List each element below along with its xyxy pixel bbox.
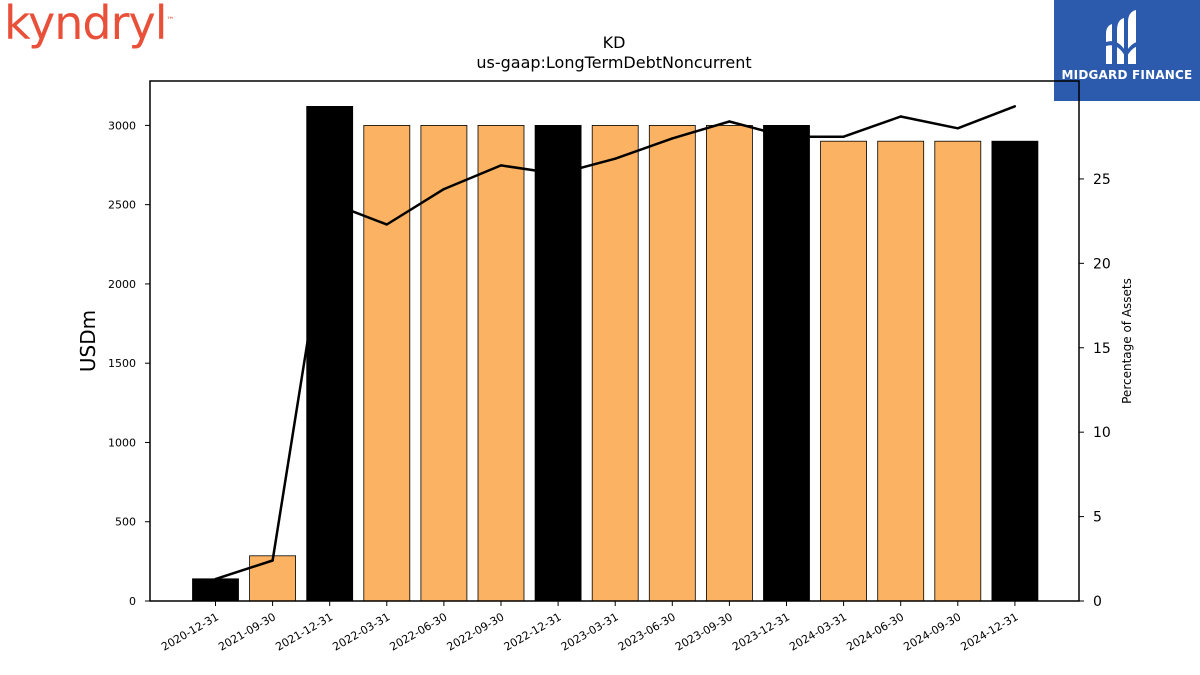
- bar: [820, 140, 867, 602]
- kyndryl-logo: kyndryl™: [4, 0, 175, 50]
- bar: [706, 125, 753, 602]
- line-point: [385, 223, 388, 226]
- y-tick-label: 500: [115, 516, 136, 529]
- left-axis: 0 500 1000 1500 2000 2500 3000: [108, 119, 150, 608]
- bar: [934, 140, 982, 602]
- x-tick-label: 2023-06-30: [616, 610, 678, 653]
- midgard-finance-wordmark: MIDGARD FINANCE: [1061, 68, 1193, 82]
- bar: [534, 125, 582, 602]
- y-tick-label: 2500: [108, 199, 136, 212]
- y-tick-label: 1500: [108, 357, 136, 370]
- x-tick-label: 2022-03-31: [330, 610, 392, 653]
- bar: [763, 125, 810, 602]
- x-tick-label: 2024-12-31: [959, 610, 1021, 653]
- bar: [648, 125, 696, 602]
- chart-title: KD: [603, 33, 626, 52]
- line-point: [728, 120, 731, 123]
- y-tick-label: 3000: [108, 119, 136, 132]
- line-point: [1013, 105, 1017, 108]
- right-axis: 0 5 10 15 20 25: [1079, 172, 1111, 610]
- line-series: [214, 105, 1017, 581]
- midgard-mark-icon: [1106, 10, 1148, 64]
- line-point: [499, 164, 503, 167]
- line-point: [956, 127, 959, 130]
- line-point: [442, 187, 446, 191]
- y2-tick-label: 20: [1093, 256, 1111, 272]
- x-axis: 2020-12-312021-09-302021-12-312022-03-31…: [159, 601, 1020, 654]
- bar: [877, 140, 925, 602]
- line-point: [614, 157, 617, 160]
- x-tick-label: 2023-09-30: [673, 610, 735, 653]
- x-tick-label: 2021-12-31: [273, 610, 335, 653]
- x-tick-label: 2022-09-30: [445, 610, 507, 653]
- y-tick-label: 0: [129, 595, 136, 608]
- x-tick-label: 2022-12-31: [502, 610, 564, 653]
- bar: [991, 140, 1039, 602]
- y2-tick-label: 15: [1093, 341, 1111, 357]
- x-tick-label: 2024-09-30: [901, 610, 963, 653]
- bar: [420, 125, 468, 602]
- line-point: [899, 115, 902, 118]
- x-tick-label: 2020-12-31: [159, 610, 221, 653]
- line-point: [785, 135, 788, 138]
- bar: [192, 578, 239, 602]
- y2-tick-label: 25: [1093, 172, 1111, 188]
- line-point: [328, 201, 331, 204]
- y-tick-label: 1000: [108, 436, 136, 449]
- bar: [363, 125, 411, 602]
- y2-axis-label: Percentage of Assets: [1120, 278, 1134, 404]
- plot-frame: [149, 80, 1080, 602]
- x-tick-label: 2022-06-30: [388, 610, 450, 653]
- x-tick-label: 2023-03-31: [559, 610, 621, 653]
- line-point: [842, 135, 845, 138]
- bar: [477, 125, 525, 602]
- y2-tick-label: 10: [1093, 425, 1111, 441]
- y2-tick-label: 0: [1093, 594, 1102, 610]
- line-point: [671, 137, 674, 140]
- y-tick-label: 2000: [108, 278, 136, 291]
- bar: [306, 106, 354, 602]
- x-tick-label: 2024-03-31: [787, 610, 849, 653]
- line-point: [214, 577, 217, 581]
- bar: [249, 555, 297, 602]
- line-point: [556, 172, 560, 176]
- y2-tick-label: 5: [1093, 510, 1102, 526]
- bar: [591, 125, 639, 602]
- y-axis-label: USDm: [76, 310, 100, 372]
- x-tick-label: 2023-12-31: [730, 610, 792, 653]
- x-tick-label: 2024-06-30: [844, 610, 906, 653]
- x-tick-label: 2021-09-30: [216, 610, 278, 653]
- chart-subtitle: us-gaap:LongTermDebtNoncurrent: [476, 53, 751, 72]
- line-point: [271, 559, 274, 562]
- bar-series: [192, 106, 1039, 602]
